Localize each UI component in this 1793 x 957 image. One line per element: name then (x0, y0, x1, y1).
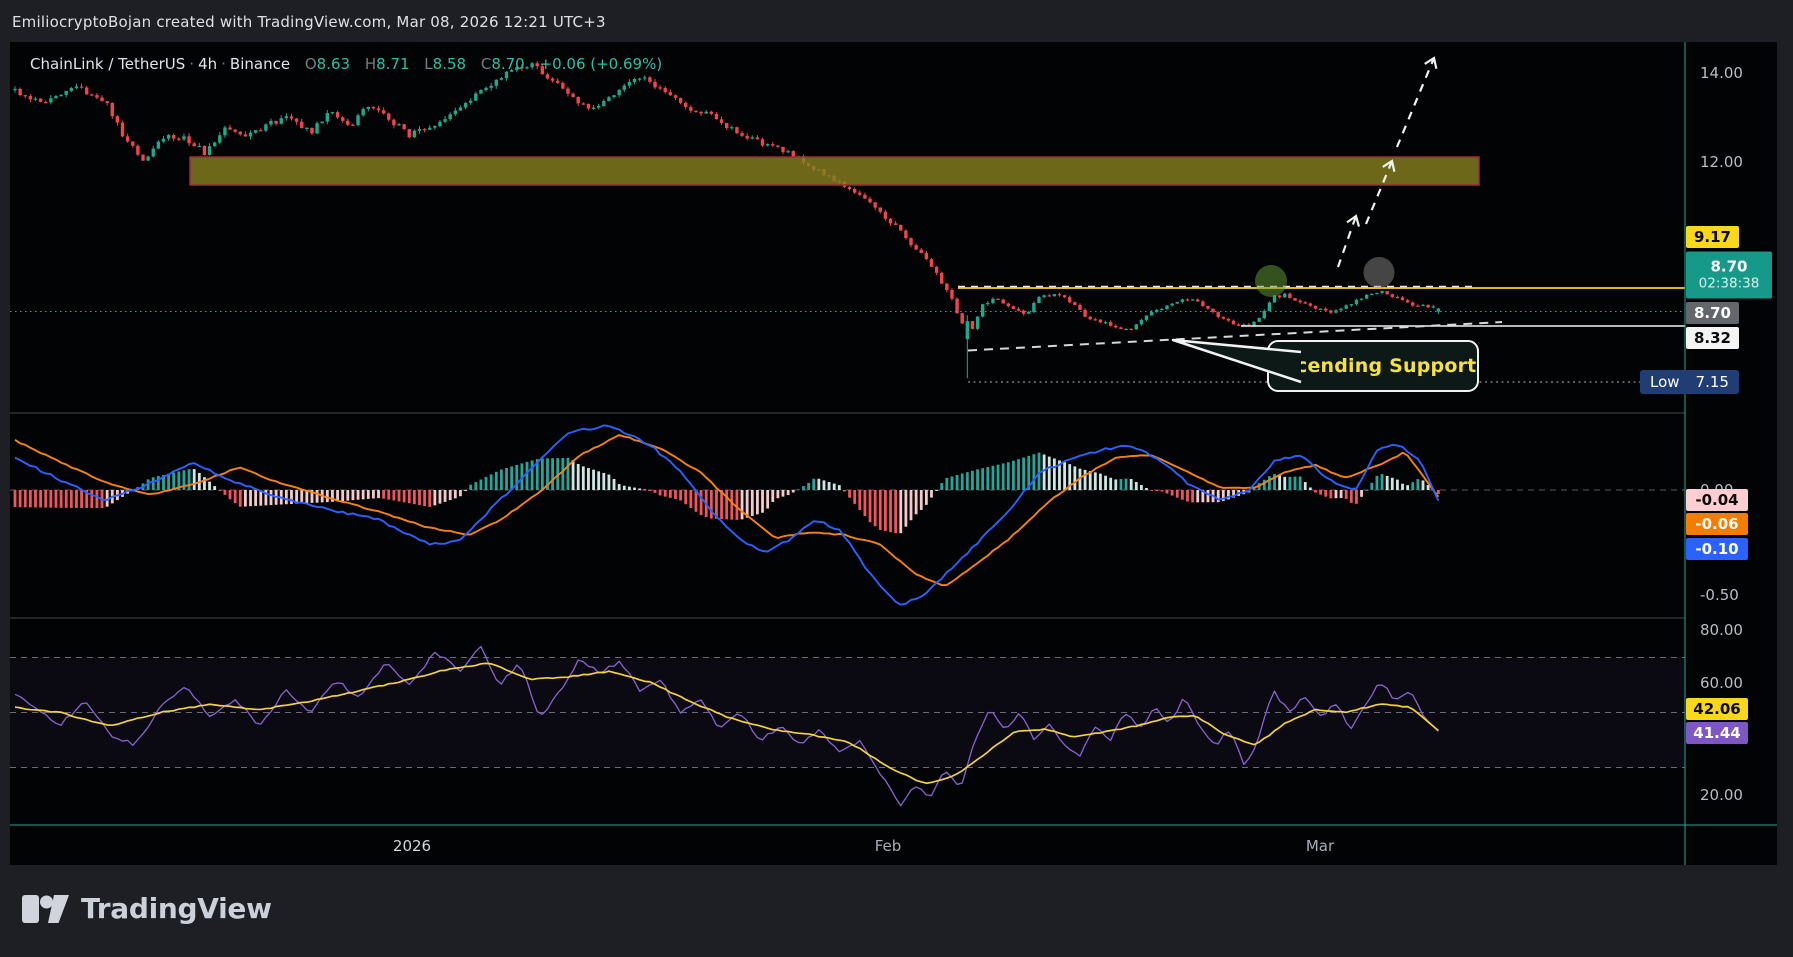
low-marker-label: Low (1650, 373, 1680, 391)
exchange-label: Binance (229, 55, 291, 73)
price-badge: 41.44 (1686, 722, 1748, 744)
low-label: L (424, 55, 433, 73)
symbol-legend: ChainLink / TetherUS · 4h · Binance O8.63 H8… (30, 55, 663, 73)
price-scale-label: 80.00 (1700, 621, 1743, 639)
projection-arrow-2[interactable] (1364, 159, 1396, 225)
callout-tail (1171, 338, 1302, 384)
price-scale-label: -0.50 (1700, 586, 1739, 604)
price-badge: 42.06 (1686, 698, 1748, 720)
price-scale-label: 14.00 (1700, 64, 1743, 82)
macd-line (14, 424, 1440, 606)
low-value: 8.58 (432, 55, 467, 73)
time-scale-label-2026: 2026 (392, 837, 432, 855)
close-value: 8.70 (491, 55, 525, 73)
projection-arrow-3[interactable] (1395, 56, 1438, 148)
low-price-marker: Low 7.15 (1640, 370, 1739, 394)
time-scale-label-Feb: Feb (874, 837, 902, 855)
price-badge: -0.06 (1686, 513, 1748, 535)
macd-signal-line (14, 434, 1440, 587)
close-label: C (480, 55, 492, 73)
price-badge: -0.04 (1686, 489, 1748, 511)
rsi-ma-line (14, 662, 1439, 785)
price-badge: 8.70 (1686, 302, 1739, 324)
price-scale-label: 60.00 (1700, 674, 1743, 692)
rsi-line (14, 645, 1439, 807)
callout-text: Ascending Support (1269, 355, 1477, 377)
open-value: 8.63 (316, 55, 351, 73)
watermark-header: EmiliocryptoBojan created with TradingVi… (12, 13, 606, 31)
price-badge: 8.70 02:38:38 (1686, 251, 1772, 299)
low-marker-value: 7.15 (1695, 373, 1729, 391)
symbol-name: ChainLink / TetherUS (30, 55, 186, 73)
change-value: +0.06 (+0.69%) (539, 55, 663, 73)
price-badge: 8.32 (1686, 327, 1739, 349)
tradingview-logo-icon (22, 894, 69, 923)
interval-label: 4h (198, 55, 218, 73)
price-badge: 9.17 (1686, 226, 1739, 248)
macd-histogram (13, 452, 1440, 534)
open-label: O (304, 55, 317, 73)
highlight-circle-green[interactable] (1255, 265, 1287, 297)
high-label: H (364, 55, 377, 73)
highlight-circle-gray[interactable] (1363, 257, 1395, 288)
price-scale-label: 12.00 (1700, 153, 1743, 171)
time-scale-label-Mar: Mar (1305, 837, 1335, 855)
tradingview-logo[interactable]: TradingView (22, 892, 272, 925)
high-value: 8.71 (376, 55, 410, 73)
price-badge: -0.10 (1686, 538, 1748, 560)
price-scale-label: 20.00 (1700, 786, 1743, 804)
projection-arrow-1[interactable] (1336, 214, 1361, 268)
tradingview-logo-text: TradingView (81, 892, 272, 925)
ascending-support-callout[interactable]: Ascending Support (1267, 340, 1479, 392)
supply-zone[interactable] (189, 156, 1480, 186)
